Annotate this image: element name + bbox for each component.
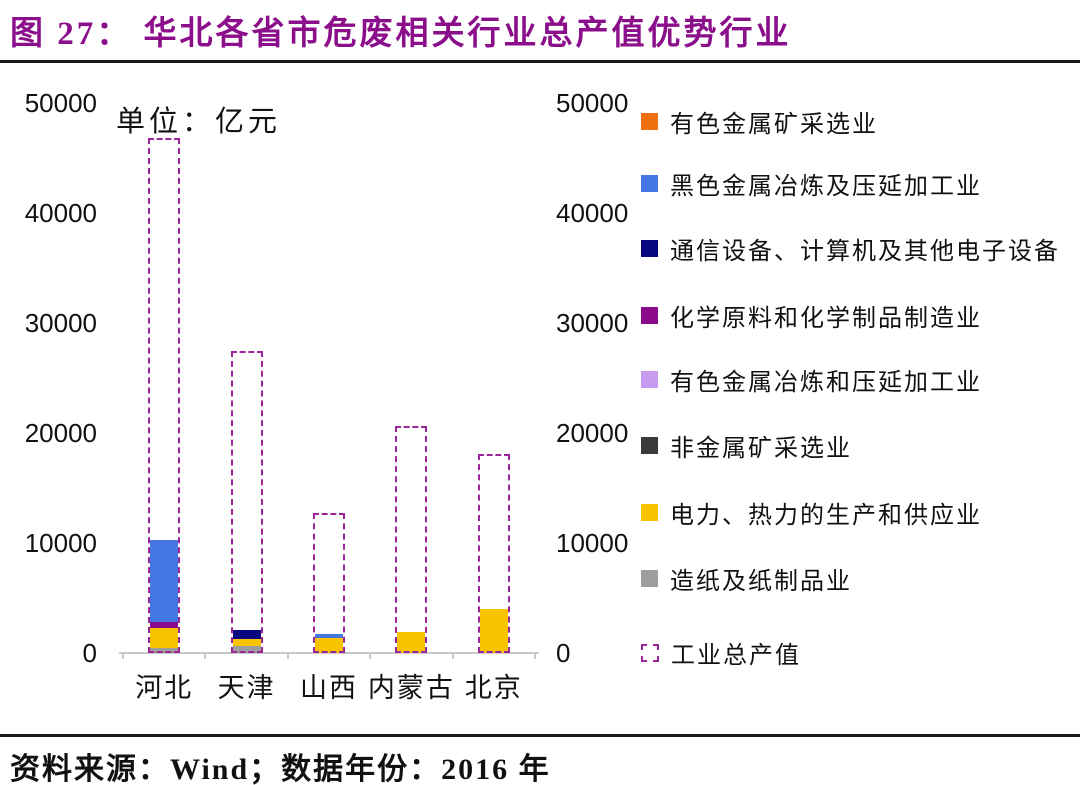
unit-annotation: 单位：亿元 — [116, 106, 282, 138]
source-note: 资料来源：Wind；数据年份：2016 年 — [10, 753, 551, 785]
total-output-outline — [230, 351, 263, 653]
legend-label: 通信设备、计算机及其他电子设备 — [670, 239, 1060, 265]
y-axis-tick-right: 20000 — [556, 418, 629, 448]
x-axis-category-label: 北京 — [464, 673, 523, 703]
legend-label: 有色金属冶炼和压延加工业 — [670, 370, 982, 396]
bar-segment — [315, 633, 343, 638]
bar-segment — [232, 629, 261, 640]
legend-swatch-icon — [641, 307, 658, 324]
title-divider — [0, 60, 1080, 63]
legend-label: 黑色金属冶炼及压延加工业 — [670, 174, 982, 200]
total-output-outline — [313, 513, 345, 653]
y-axis-tick-left: 20000 — [24, 418, 97, 448]
x-axis-tick — [369, 653, 372, 659]
total-output-outline — [148, 138, 181, 653]
y-axis-tick-left: 40000 — [24, 198, 97, 228]
x-axis-category-label: 河北 — [135, 673, 194, 703]
y-axis-tick-right: 0 — [556, 638, 571, 668]
x-axis-tick — [122, 653, 124, 659]
y-axis-tick-right: 40000 — [556, 198, 629, 228]
bar-segment — [150, 648, 179, 653]
bar-segment — [232, 645, 261, 653]
bar-segment — [315, 637, 343, 653]
legend-item: 有色金属矿采选业 — [641, 104, 878, 139]
legend-swatch-icon — [641, 240, 658, 257]
bar-segment — [397, 632, 426, 653]
legend-item: 有色金属冶炼和压延加工业 — [641, 362, 982, 397]
legend-item: 工业总产值 — [641, 635, 801, 670]
legend-swatch-icon — [641, 504, 658, 521]
legend-label: 工业总产值 — [671, 643, 801, 669]
x-axis-tick — [534, 653, 536, 659]
total-output-outline — [395, 426, 428, 653]
x-axis-line — [119, 652, 539, 654]
legend-label: 非金属矿采选业 — [670, 436, 852, 462]
x-axis-tick — [451, 653, 454, 659]
x-axis-category-label: 山西 — [300, 673, 358, 703]
y-axis-tick-right: 30000 — [556, 308, 629, 338]
y-axis-tick-right: 10000 — [556, 528, 629, 558]
legend-swatch-dashed-icon — [641, 643, 659, 662]
legend-item: 通信设备、计算机及其他电子设备 — [641, 231, 1060, 266]
x-axis-category-label: 天津 — [217, 673, 276, 703]
y-axis-tick-right: 50000 — [556, 88, 629, 118]
x-axis-tick — [286, 653, 289, 659]
footer-divider — [0, 734, 1080, 737]
bar-segment — [479, 609, 508, 653]
bar-segment — [150, 540, 179, 623]
x-axis-tick — [204, 653, 207, 659]
y-axis-tick-left: 30000 — [24, 308, 97, 338]
bar-segment — [150, 628, 179, 649]
legend-swatch-icon — [641, 437, 658, 454]
bar-segment — [150, 622, 179, 629]
y-axis-tick-left: 0 — [82, 638, 97, 668]
bar-segment — [232, 639, 261, 646]
figure-title: 图 27： 华北各省市危废相关行业总产值优势行业 — [10, 16, 792, 52]
legend-item: 电力、热力的生产和供应业 — [641, 495, 982, 530]
legend-label: 有色金属矿采选业 — [670, 112, 878, 138]
legend-label: 化学原料和化学制品制造业 — [670, 306, 982, 332]
legend-item: 化学原料和化学制品制造业 — [641, 298, 982, 333]
total-output-outline — [477, 453, 510, 653]
legend-label: 造纸及纸制品业 — [670, 569, 852, 595]
legend-swatch-icon — [641, 113, 658, 130]
x-axis-category-label: 内蒙古 — [367, 673, 455, 703]
legend-swatch-icon — [641, 175, 658, 192]
chart-legend: 有色金属矿采选业黑色金属冶炼及压延加工业通信设备、计算机及其他电子设备 化学原料和… — [641, 0, 1077, 700]
y-axis-tick-left: 10000 — [24, 528, 97, 558]
legend-label: 电力、热力的生产和供应业 — [670, 503, 982, 529]
legend-item: 造纸及纸制品业 — [641, 561, 852, 596]
legend-item: 非金属矿采选业 — [641, 428, 852, 463]
legend-swatch-icon — [641, 371, 658, 388]
y-axis-tick-left: 50000 — [24, 88, 97, 118]
legend-swatch-icon — [641, 570, 658, 587]
legend-item: 黑色金属冶炼及压延加工业 — [641, 166, 982, 201]
